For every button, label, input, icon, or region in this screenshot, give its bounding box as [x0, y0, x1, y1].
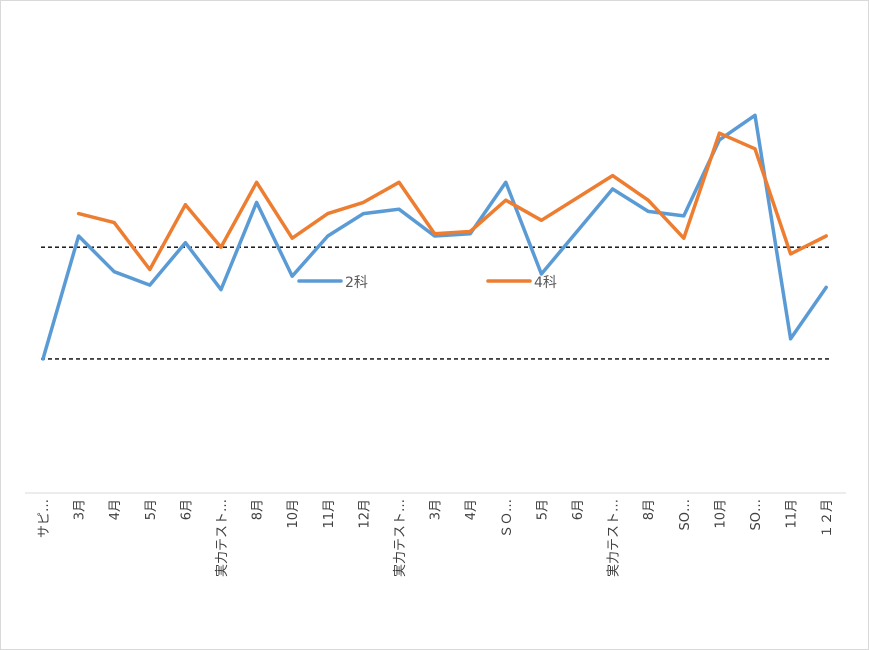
data-point: [397, 207, 401, 211]
data-point: [41, 357, 45, 361]
data-point: [148, 268, 152, 271]
x-tick-label: SO…: [749, 499, 764, 530]
data-point: [183, 241, 187, 245]
data-point: [290, 274, 294, 278]
legend-label-2ka: 2科: [345, 275, 368, 291]
data-point: [717, 131, 721, 135]
x-tick-label: 11月: [322, 499, 337, 529]
data-point: [77, 234, 81, 238]
x-tick-label: 6月: [179, 499, 194, 520]
series-line-4ka: [76, 131, 828, 272]
data-point: [219, 288, 223, 292]
data-point: [611, 187, 615, 191]
x-tick-label: 8月: [642, 499, 657, 520]
data-point: [112, 270, 116, 274]
data-point: [255, 200, 259, 204]
x-tick-label: 6月: [571, 499, 586, 520]
x-tick-label: 4月: [108, 499, 123, 520]
x-tick-label: 実力テスト…: [392, 499, 408, 577]
x-tick-label: 実力テスト…: [606, 499, 622, 577]
x-tick-label: １２月: [820, 499, 835, 538]
data-point: [148, 283, 152, 287]
data-point: [753, 147, 757, 151]
data-point: [753, 113, 757, 117]
x-tick-label: 5月: [535, 499, 550, 520]
data-point: [682, 214, 686, 218]
x-tick-label: 実力テスト…: [214, 499, 230, 577]
x-tick-label: 10月: [286, 499, 301, 529]
x-tick-label: ＳＯ…: [500, 499, 515, 538]
data-point: [183, 203, 187, 207]
data-point: [219, 245, 223, 249]
data-point: [646, 209, 650, 213]
data-point: [789, 337, 793, 341]
data-point: [326, 212, 330, 216]
x-tick-label: 3月: [73, 499, 88, 520]
x-tick-label: SO…: [678, 499, 693, 530]
data-point: [575, 230, 579, 234]
data-point: [468, 230, 472, 234]
data-point: [611, 174, 615, 178]
x-tick-label: 8月: [251, 499, 266, 520]
data-point: [539, 218, 543, 222]
data-point: [646, 198, 650, 202]
data-point: [77, 212, 81, 216]
data-point: [397, 180, 401, 184]
x-tick-label: 3月: [429, 499, 444, 520]
x-tick-label: 5月: [144, 499, 159, 520]
x-tick-label: 12月: [357, 499, 372, 529]
x-tick-label: サピ…: [37, 499, 52, 538]
data-point: [361, 212, 365, 216]
data-point: [112, 221, 116, 225]
data-point: [504, 198, 508, 202]
x-tick-label: 4月: [464, 499, 479, 520]
data-point: [361, 200, 365, 204]
legend-label-4ka: 4科: [534, 275, 557, 291]
data-point: [255, 180, 259, 184]
data-point: [575, 196, 579, 200]
x-tick-label: 11月: [785, 499, 800, 529]
data-point: [326, 234, 330, 238]
x-tick-label: 10月: [713, 499, 728, 529]
data-point: [290, 236, 294, 240]
data-point: [504, 180, 508, 184]
data-point: [824, 285, 828, 289]
data-point: [789, 252, 793, 256]
data-point: [433, 232, 437, 236]
data-point: [539, 272, 543, 276]
data-point: [824, 234, 828, 238]
data-point: [682, 236, 686, 240]
